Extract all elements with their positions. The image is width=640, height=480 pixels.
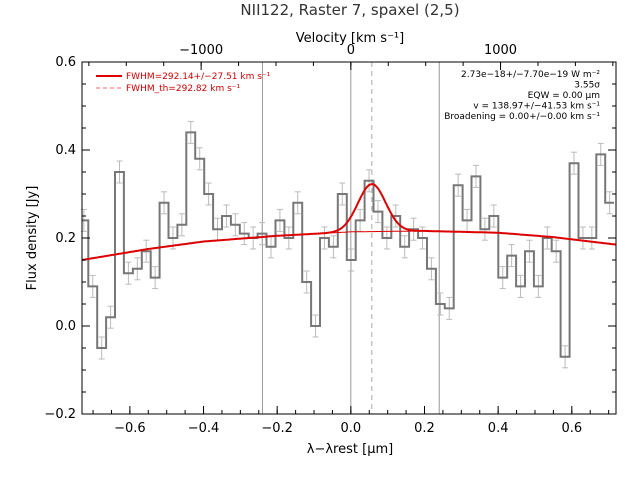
y-tick-label: 0.6 [55,55,76,70]
fit-annotation: Broadening = 0.00+/−0.00 km s⁻¹ [444,112,600,122]
x-tick-label: 0.4 [488,421,509,436]
top-tick-label: 1000 [484,43,517,58]
y-tick-label: 0.4 [55,143,76,158]
x-tick-label: −0.6 [114,421,146,436]
fit-annotation: 2.73e−18+/−7.70e−19 W m⁻² [461,70,600,80]
y-tick-label: 0.2 [55,231,76,246]
x-tick-label: 0.0 [340,421,361,436]
fit-annotation: EQW = 0.00 µm [528,91,600,101]
legend-fit-th-label: FWHM_th=292.82 km s⁻¹ [126,84,241,94]
top-tick-label: −1000 [179,43,223,58]
top-tick-label: 0 [347,43,355,58]
x-tick-label: −0.4 [188,421,220,436]
x-tick-label: −0.2 [261,421,293,436]
y-tick-label: 0.0 [55,319,76,334]
legend-fit-label: FWHM=292.14+/−27.51 km s⁻¹ [126,72,271,82]
chart-title: NII122, Raster 7, spaxel (2,5) [240,1,459,19]
top-axis-label: Velocity [km s⁻¹] [296,31,404,46]
x-tick-label: 0.6 [561,421,582,436]
x-tick-label: 0.2 [414,421,435,436]
fit-curve [81,183,617,261]
x-axis-label: λ−λrest [µm] [307,442,393,457]
spectrum-series [82,131,615,358]
y-tick-label: −0.2 [44,407,76,422]
fit-annotation: 3.55σ [574,81,600,91]
fit-annotation: v = 138.97+/−41.53 km s⁻¹ [473,102,600,112]
y-axis-label: Flux density [Jy] [25,186,40,291]
